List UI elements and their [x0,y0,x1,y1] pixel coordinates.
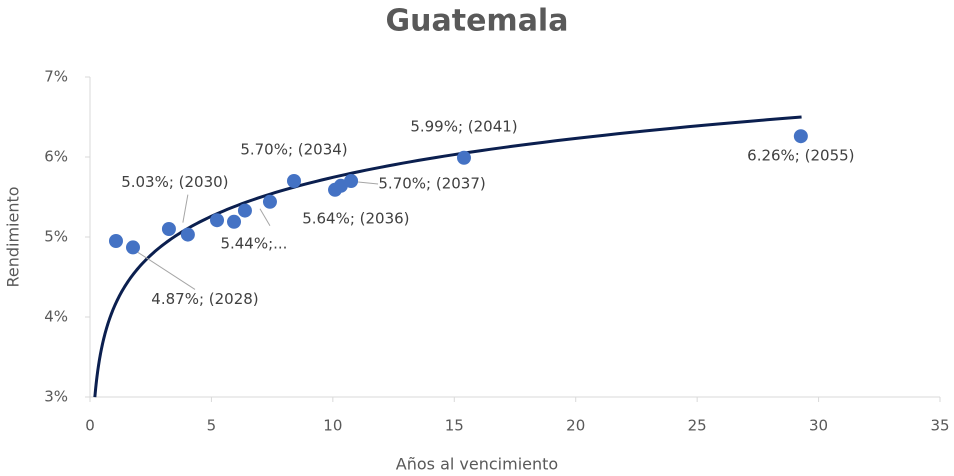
leader-line [182,194,189,223]
point [457,150,471,165]
point [210,213,225,228]
point [108,234,123,248]
point [161,222,176,236]
y-tick-label: 6% [44,148,68,166]
point [125,240,140,255]
y-tick-label: 7% [44,68,68,86]
y-tick-label: 3% [44,388,68,406]
x-tick-label: 30 [809,417,828,435]
x-tick-label: 0 [85,417,95,435]
x-tick-label: 20 [566,417,585,435]
trendline [93,115,802,398]
x-tick-label: 5 [207,417,217,435]
x-tick-label: 25 [688,417,707,435]
point [262,194,277,209]
chart-title: Guatemala [386,4,569,39]
x-tick-label: 10 [323,417,342,435]
y-tick-label: 4% [44,308,68,326]
data-label: 5.03%; (2030) [121,173,228,191]
data-label: 6.26%; (2055) [747,147,854,165]
point [180,227,195,242]
x-tick-label: 15 [445,417,464,435]
leader-line [137,251,196,290]
data-label: 5.99%; (2041) [410,117,517,135]
point [793,129,808,144]
leader-line [358,181,379,185]
data-label: 5.70%; (2037) [378,175,485,193]
y-tick-label: 5% [44,228,68,246]
point [344,174,359,188]
x-axis-title: Años al vencimiento [396,455,558,474]
data-label: 5.70%; (2034) [240,141,347,159]
point [287,174,301,188]
x-tick-label: 35 [930,417,949,435]
point [237,203,252,218]
data-label: 5.64%; (2036) [302,209,409,227]
point [227,214,242,229]
data-label: 5.44%;... [220,234,287,252]
data-label: 4.87%; (2028) [151,290,258,308]
y-axis-title: Rendimiento [4,186,23,287]
leader-line [259,208,271,227]
